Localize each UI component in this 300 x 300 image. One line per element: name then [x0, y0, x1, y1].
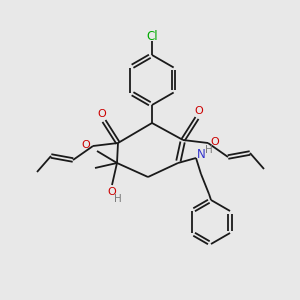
- Text: Cl: Cl: [146, 29, 158, 43]
- Text: O: O: [98, 109, 106, 119]
- Text: O: O: [82, 140, 90, 150]
- Text: O: O: [108, 187, 116, 197]
- Text: H: H: [114, 194, 122, 204]
- Text: N: N: [196, 148, 206, 161]
- Text: H: H: [205, 145, 213, 155]
- Text: O: O: [195, 106, 203, 116]
- Text: O: O: [211, 137, 219, 147]
